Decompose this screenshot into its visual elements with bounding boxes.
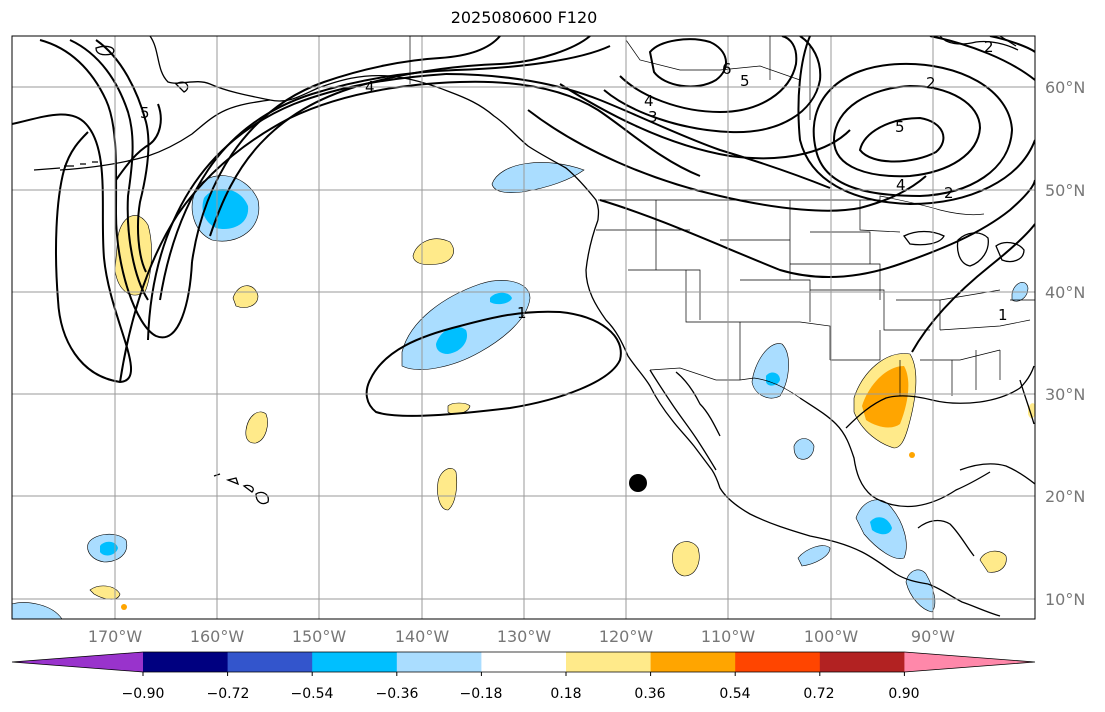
contour-labels: 5 4 6 5 4 3 2 5 4 2 2 1 1: [140, 38, 1008, 324]
lon-label: 160°W: [190, 627, 245, 646]
colorbar-tick-label: −0.36: [376, 686, 419, 702]
colorbar: [11, 651, 1036, 676]
colorbar-segment: [735, 652, 821, 672]
political-borders: [409, 36, 1035, 399]
colorbar-segment: [143, 652, 229, 672]
colorbar-tick-label: 0.18: [550, 686, 581, 702]
lat-label: 50°N: [1045, 181, 1085, 200]
contour-label: 4: [896, 176, 906, 194]
colorbar-segment: [819, 652, 905, 672]
colorbar-tick-label: 0.36: [634, 686, 665, 702]
contour-label: 2: [926, 74, 936, 92]
colorbar-extend-low: [12, 652, 143, 672]
longitude-labels: 170°W 160°W 150°W 140°W 130°W 120°W 110°…: [88, 627, 955, 646]
contour-label: 4: [644, 92, 654, 110]
lat-label: 20°N: [1045, 487, 1085, 506]
colorbar-tick-label: 0.72: [803, 686, 834, 702]
lat-label: 60°N: [1045, 78, 1085, 97]
lon-label: 90°W: [911, 627, 955, 646]
lon-label: 140°W: [395, 627, 450, 646]
lon-label: 120°W: [599, 627, 654, 646]
contour-label: 1: [517, 304, 527, 322]
colorbar-extend-high: [904, 652, 1035, 672]
lat-label: 10°N: [1045, 590, 1085, 609]
colorbar-segment: [227, 652, 313, 672]
latitude-labels: 60°N 50°N 40°N 30°N 20°N 10°N: [1045, 78, 1085, 609]
lat-label: 30°N: [1045, 385, 1085, 404]
colorbar-segment: [481, 652, 567, 672]
colorbar-tick-label: −0.54: [291, 686, 334, 702]
contour-label: 4: [365, 78, 375, 96]
contour-label: 5: [740, 72, 750, 90]
colorbar-tick-label: −0.90: [122, 686, 165, 702]
colorbar-tick-label: −0.18: [460, 686, 503, 702]
colorbar-segment: [650, 652, 736, 672]
lon-label: 110°W: [701, 627, 756, 646]
lon-label: 170°W: [88, 627, 143, 646]
colorbar-segment: [396, 652, 482, 672]
colorbar-segment: [566, 652, 652, 672]
contour-label: 5: [140, 104, 150, 122]
contour-label: 5: [895, 118, 905, 136]
colorbar-segment: [312, 652, 398, 672]
contour-label: 1: [998, 306, 1008, 324]
colorbar-tick-label: 0.54: [719, 686, 750, 702]
map-frame: [11, 35, 1036, 620]
contour-label: 2: [984, 38, 994, 56]
lon-label: 130°W: [497, 627, 552, 646]
lat-label: 40°N: [1045, 283, 1085, 302]
colorbar-labels: −0.90 −0.72 −0.54 −0.36 −0.18 0.18 0.36 …: [122, 686, 920, 702]
colorbar-tick-label: 0.90: [888, 686, 919, 702]
map-title: 2025080600 F120: [450, 8, 598, 27]
storm-position-marker: [629, 474, 647, 492]
lon-label: 150°W: [292, 627, 347, 646]
graticule: [12, 36, 1035, 619]
lon-label: 100°W: [804, 627, 859, 646]
colorbar-tick-label: −0.72: [207, 686, 250, 702]
contour-label: 2: [944, 184, 954, 202]
contours: [12, 36, 1035, 417]
contour-label: 3: [648, 108, 658, 126]
contour-label: 6: [722, 60, 732, 78]
